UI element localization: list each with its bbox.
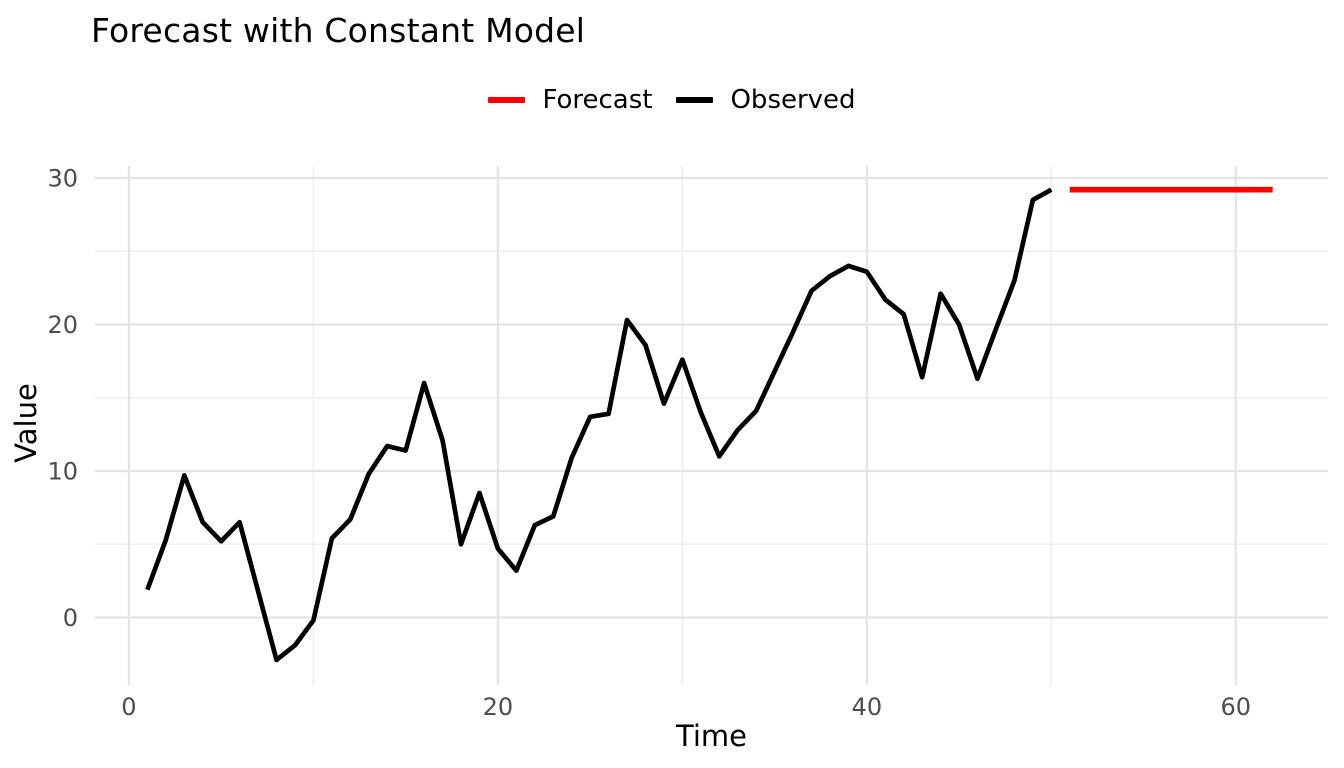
x-tick-label: 60 [1220, 693, 1251, 721]
x-tick-label: 0 [121, 693, 136, 721]
series-line-observed [145, 187, 1053, 663]
legend-key-forecast-line [488, 97, 526, 103]
x-tick-label: 40 [852, 693, 883, 721]
legend-label-forecast: Forecast [542, 85, 653, 115]
y-tick-label: 20 [47, 311, 78, 339]
legend: Forecast Observed [0, 84, 1344, 116]
chart-title: Forecast with Constant Model [91, 11, 586, 50]
y-tick-label: 30 [47, 165, 78, 193]
x-tick-label: 20 [483, 693, 514, 721]
y-tick-label: 10 [47, 457, 78, 485]
y-tick-label: 0 [63, 604, 78, 632]
legend-label-observed: Observed [730, 85, 856, 115]
x-axis-title: Time [676, 719, 747, 753]
legend-item-observed: Observed [676, 85, 856, 115]
y-axis-title: Value [9, 383, 43, 463]
legend-key-observed-line [676, 97, 714, 103]
legend-item-forecast: Forecast [488, 85, 652, 115]
